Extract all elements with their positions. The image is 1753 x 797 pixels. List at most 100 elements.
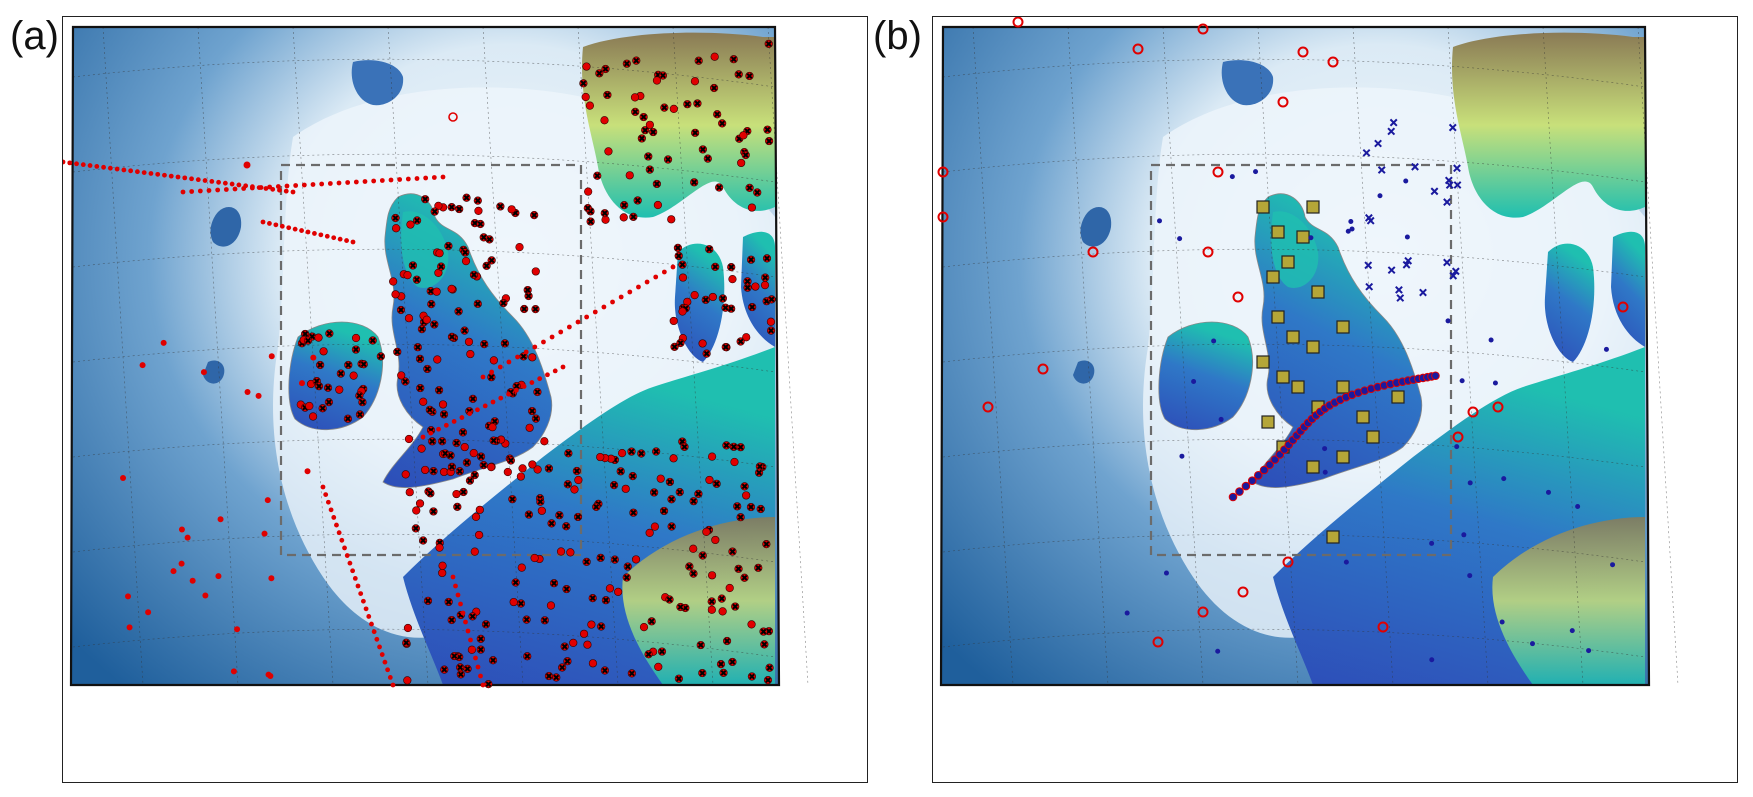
station-cross-marker [518, 600, 524, 607]
station-cross-marker [734, 503, 741, 510]
station-open-red-marker [1282, 556, 1294, 568]
station-open-red-marker [1297, 46, 1309, 58]
station-cross-marker [533, 415, 539, 422]
station-red-marker [537, 506, 546, 515]
station-cross-marker [442, 450, 449, 457]
station-cross-marker [317, 362, 324, 368]
track-marker [232, 186, 238, 192]
station-red-marker [314, 333, 323, 342]
track-marker [575, 319, 581, 325]
station-square-marker [1336, 450, 1350, 464]
track-marker [529, 380, 535, 385]
station-red-marker [403, 676, 412, 685]
station-cross-marker [474, 300, 481, 307]
station-cross-marker [653, 448, 660, 455]
station-cross-marker [638, 450, 645, 457]
track-marker [545, 372, 550, 378]
track-marker [344, 238, 349, 243]
station-cross-marker [1396, 294, 1405, 302]
station-square-marker [1366, 430, 1380, 444]
station-cross-marker [648, 618, 655, 625]
coastal-blue-marker [1228, 492, 1238, 502]
station-cross-marker [1387, 266, 1396, 275]
station-cross-marker [666, 596, 673, 603]
station-cross-marker [661, 508, 667, 514]
station-cross-marker [470, 395, 476, 402]
station-red-marker [464, 337, 474, 346]
station-cross-marker [457, 671, 464, 678]
station-blue-marker [1345, 228, 1351, 234]
station-cross-marker [451, 653, 458, 659]
offshore-marker [261, 530, 268, 537]
station-cross-marker [478, 453, 484, 460]
station-cross-marker [697, 642, 704, 648]
track-marker [601, 304, 607, 310]
station-cross-marker [1411, 162, 1419, 171]
track-marker [352, 575, 358, 581]
station-red-marker [747, 620, 756, 629]
faroe-islands [1221, 60, 1274, 106]
station-red-marker [530, 553, 539, 563]
station-red-marker [308, 412, 318, 421]
station-square-marker [1306, 460, 1320, 474]
station-blue-marker [1445, 318, 1451, 324]
station-red-marker [487, 462, 496, 472]
station-cross-marker [477, 221, 484, 227]
track-marker [182, 175, 188, 181]
station-cross-marker [587, 218, 594, 225]
station-red-marker [708, 571, 717, 580]
nested-domain-box [279, 163, 583, 557]
station-cross-marker [728, 264, 735, 270]
track-marker [453, 583, 458, 589]
offshore-marker [145, 609, 152, 616]
station-blue-marker [1211, 338, 1217, 344]
station-red-marker [509, 597, 518, 607]
station-blue-marker [1377, 193, 1383, 199]
station-red-marker [652, 76, 662, 85]
track-marker [222, 180, 228, 186]
station-cross-marker [490, 657, 496, 664]
track-marker [592, 309, 598, 315]
station-cross-marker [491, 418, 498, 425]
station-cross-marker [1377, 166, 1386, 174]
station-blue-marker [1459, 378, 1465, 384]
station-red-marker [475, 505, 484, 514]
track-marker [475, 664, 481, 670]
track-marker [286, 225, 292, 231]
track-marker [537, 376, 543, 382]
track-marker [552, 368, 558, 374]
track-marker [279, 223, 285, 229]
station-cross-marker [398, 307, 404, 313]
track-marker [350, 568, 356, 574]
track-marker [374, 636, 380, 642]
station-red-marker [305, 401, 314, 411]
station-blue-marker [1575, 504, 1581, 510]
offshore-marker [215, 573, 222, 580]
station-cross-marker [741, 483, 748, 490]
station-red-marker [742, 333, 751, 342]
station-cross-marker [477, 635, 484, 642]
station-red-marker [469, 449, 478, 458]
station-blue-marker [1191, 378, 1197, 384]
station-red-marker [654, 662, 663, 671]
station-square-marker [1276, 370, 1290, 384]
station-cross-marker [621, 202, 628, 209]
track-marker [644, 279, 650, 285]
track-marker [277, 187, 282, 193]
station-cross-marker [439, 438, 446, 445]
track-marker [263, 186, 269, 191]
station-cross-marker [601, 667, 608, 674]
station-cross-marker [722, 304, 729, 311]
station-markers-a [63, 39, 776, 689]
track-marker [180, 189, 186, 195]
station-cross-marker [422, 196, 429, 203]
station-red-marker [707, 605, 716, 614]
station-red-marker [391, 290, 400, 299]
track-marker [661, 269, 667, 275]
station-red-marker [730, 457, 739, 467]
station-cross-marker [768, 296, 775, 303]
station-cross-marker [742, 152, 749, 158]
station-cross-marker [480, 234, 487, 241]
track-marker [107, 165, 113, 171]
station-red-marker [690, 77, 700, 86]
